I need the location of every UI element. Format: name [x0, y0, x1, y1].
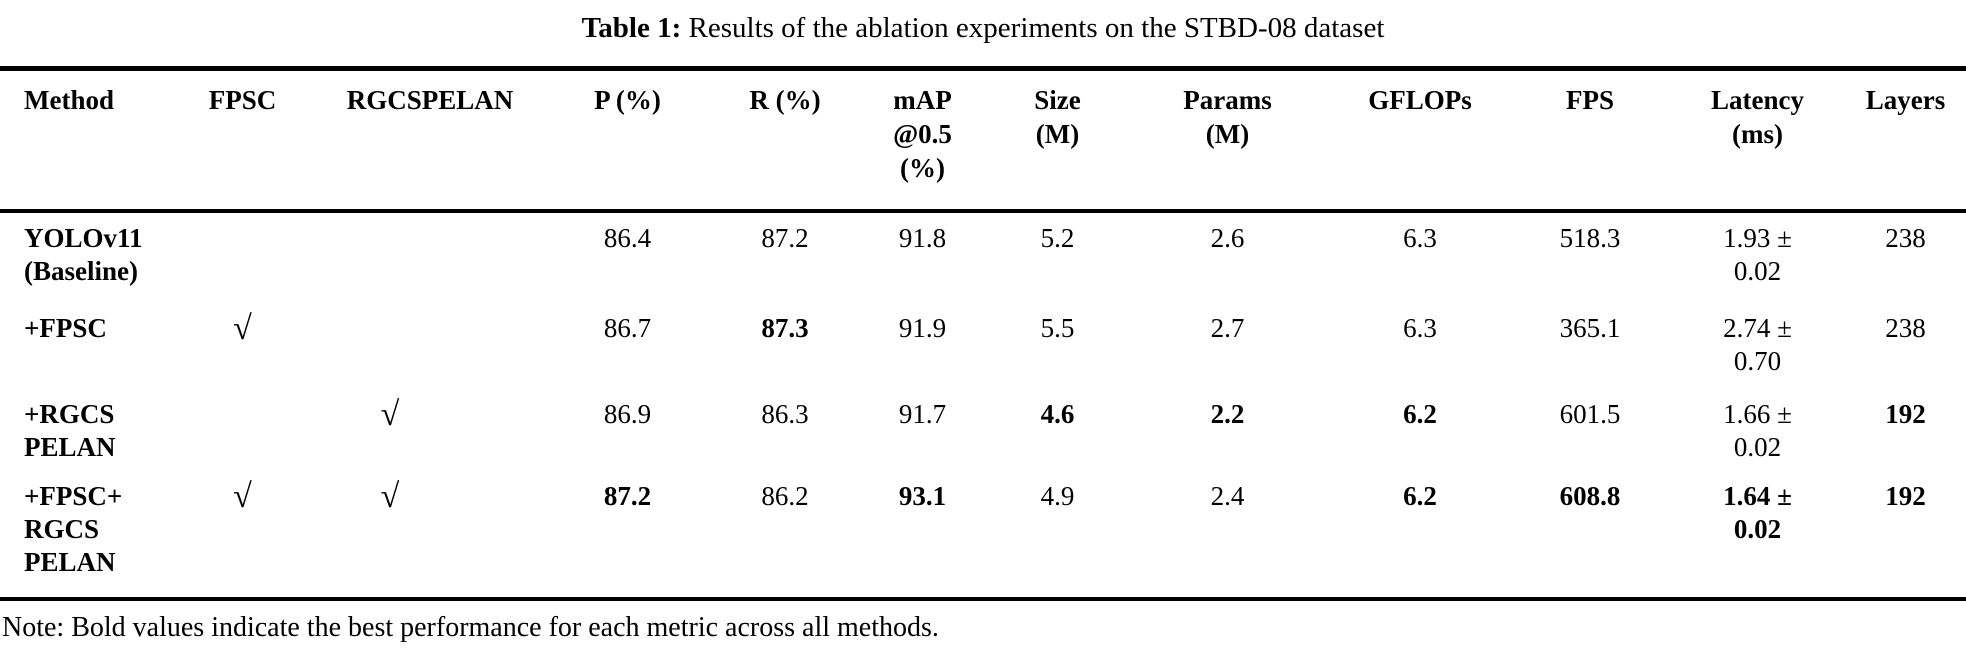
cell-params: 2.2: [1210, 398, 1245, 429]
table-row: +FPSC √ 86.7 87.3 91.9 5.5 2.7 6.3 365.1 2.74 ± 0…: [0, 303, 1966, 389]
cell-p: 86.7: [603, 312, 652, 343]
ablation-results-table: Method FPSC RGCSPELAN P (%) R (%) mAP @0.5 (%…: [0, 66, 1966, 601]
cell-size: 4.9: [1040, 480, 1075, 511]
table-row: YOLOv11 (Baseline) 86.4 87.2 91.8 5.2 2.6 6.3 5…: [0, 211, 1966, 303]
checkmark-icon: √: [233, 477, 252, 515]
table-footnote: Note: Bold values indicate the best perf…: [2, 611, 939, 643]
cell-latency: 1.93 ± 0.02: [1723, 222, 1792, 286]
column-header-r: R (%): [715, 68, 855, 213]
cell-fps: 518.3: [1559, 222, 1621, 253]
cell-fpsc: [165, 389, 320, 471]
cell-latency: 2.74 ± 0.70: [1723, 312, 1792, 376]
column-header-rgcspelan: RGCSPELAN: [320, 68, 540, 213]
cell-rgcspelan: √: [320, 471, 540, 599]
cell-size: 5.2: [1040, 222, 1075, 253]
cell-size: 4.6: [1040, 398, 1075, 429]
column-header-params: Params (M): [1125, 68, 1330, 213]
cell-method: +FPSC+ RGCS PELAN: [24, 480, 123, 577]
cell-layers: 192: [1885, 398, 1926, 429]
cell-map: 91.8: [898, 222, 947, 253]
cell-method: +FPSC: [24, 312, 107, 343]
cell-map: 93.1: [898, 480, 947, 511]
table-caption-text: Results of the ablation experiments on t…: [681, 12, 1385, 44]
cell-latency: 1.66 ± 0.02: [1723, 398, 1792, 462]
cell-fps: 365.1: [1559, 312, 1621, 343]
column-header-method: Method: [0, 68, 165, 213]
cell-r: 87.3: [761, 312, 809, 343]
checkmark-icon: √: [380, 395, 400, 433]
header-row: Method FPSC RGCSPELAN P (%) R (%) mAP @0.5 (%…: [0, 68, 1966, 213]
column-header-fps: FPS: [1510, 68, 1670, 213]
cell-r: 86.2: [761, 480, 809, 511]
cell-rgcspelan: [320, 211, 540, 303]
column-header-gflops: GFLOPs: [1330, 68, 1510, 213]
cell-fps: 608.8: [1559, 480, 1621, 511]
cell-p: 87.2: [603, 480, 652, 511]
table-caption: Table 1: Results of the ablation experim…: [0, 0, 1966, 66]
checkmark-icon: √: [233, 309, 252, 347]
cell-latency: 1.64 ± 0.02: [1723, 480, 1792, 544]
cell-map: 91.9: [898, 312, 947, 343]
table-row: +RGCS PELAN √ 86.9 86.3 91.7 4.6 2.2 6.2 601.5 1.…: [0, 389, 1966, 471]
column-header-layers: Layers: [1845, 68, 1966, 213]
table-body: YOLOv11 (Baseline) 86.4 87.2 91.8 5.2 2.6 6.3 5…: [0, 211, 1966, 599]
cell-p: 86.4: [603, 222, 652, 253]
cell-rgcspelan: [320, 303, 540, 389]
column-header-size: Size (M): [990, 68, 1125, 213]
cell-r: 87.2: [761, 222, 809, 253]
cell-method: +RGCS PELAN: [24, 398, 116, 462]
table-header: Method FPSC RGCSPELAN P (%) R (%) mAP @0.5 (%…: [0, 68, 1966, 213]
cell-r: 86.3: [761, 398, 809, 429]
cell-p: 86.9: [603, 398, 652, 429]
cell-fps: 601.5: [1559, 398, 1621, 429]
checkmark-icon: √: [380, 477, 400, 515]
cell-params: 2.4: [1210, 480, 1245, 511]
cell-gflops: 6.3: [1403, 222, 1437, 253]
cell-layers: 238: [1885, 312, 1926, 343]
column-header-p: P (%): [540, 68, 715, 213]
cell-params: 2.7: [1210, 312, 1245, 343]
cell-fpsc: √: [165, 303, 320, 389]
cell-map: 91.7: [898, 398, 947, 429]
cell-gflops: 6.2: [1403, 398, 1437, 429]
column-header-map: mAP @0.5 (%): [855, 68, 990, 213]
cell-fpsc: √: [165, 471, 320, 599]
column-header-fpsc: FPSC: [165, 68, 320, 213]
cell-layers: 192: [1885, 480, 1926, 511]
cell-layers: 238: [1885, 222, 1926, 253]
table-caption-label: Table 1:: [581, 12, 682, 44]
table-row: +FPSC+ RGCS PELAN √ √ 87.2 86.2 93.1 4.9 2.4 6.2…: [0, 471, 1966, 599]
cell-method: YOLOv11 (Baseline): [24, 222, 143, 286]
cell-size: 5.5: [1040, 312, 1075, 343]
cell-gflops: 6.2: [1403, 480, 1437, 511]
cell-rgcspelan: √: [320, 389, 540, 471]
column-header-latency: Latency (ms): [1670, 68, 1845, 213]
cell-params: 2.6: [1210, 222, 1245, 253]
cell-gflops: 6.3: [1403, 312, 1437, 343]
cell-fpsc: [165, 211, 320, 303]
